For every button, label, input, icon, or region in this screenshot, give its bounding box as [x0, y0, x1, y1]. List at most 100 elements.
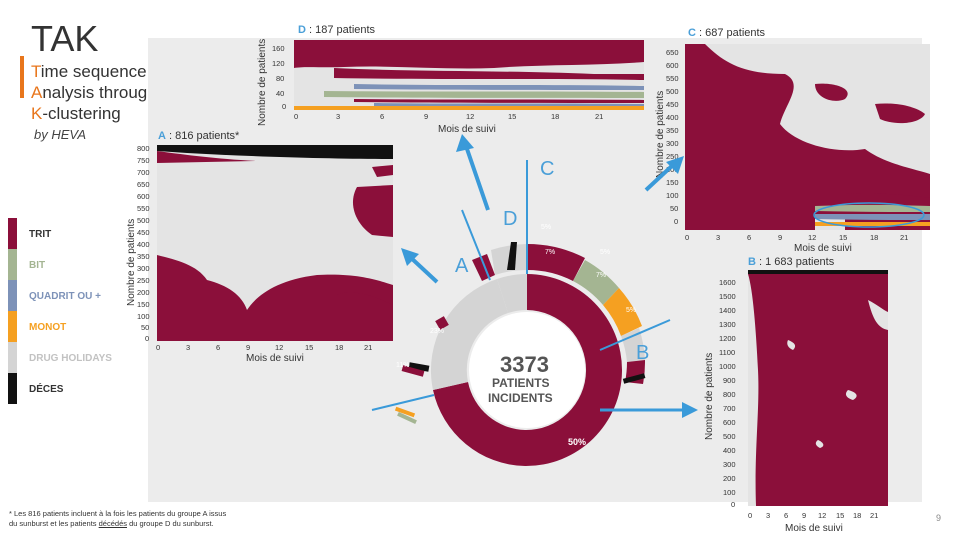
legend-label: DRUG HOLIDAYS — [29, 353, 112, 364]
panel-b-title: B : 1 683 patients — [748, 256, 835, 268]
c-xtick: 6 — [747, 233, 752, 242]
a-ytick: 650 — [137, 180, 150, 189]
c-ytick: 200 — [666, 165, 679, 174]
legend-swatch — [8, 218, 17, 249]
panel-d-heatmap — [294, 40, 644, 110]
b-xtick: 18 — [853, 511, 862, 520]
donut-letter-c: C — [540, 158, 555, 180]
c-ytick: 550 — [666, 74, 679, 83]
slice-holiday-23 — [430, 279, 508, 390]
footnote-line-1: * Les 816 patients incluent à la fois le… — [9, 509, 227, 518]
d-xtick: 9 — [424, 112, 429, 121]
panel-d-xlabel: Mois de suivi — [438, 124, 496, 135]
a-ytick: 50 — [141, 323, 150, 332]
d-ytick: 120 — [272, 59, 285, 68]
d-xtick: 18 — [551, 112, 560, 121]
b-ytick: 1400 — [719, 306, 736, 315]
outer-seg-bit — [573, 260, 619, 305]
a-ytick: 700 — [137, 168, 150, 177]
slice-trit-50 — [525, 274, 623, 467]
d-ytick: 80 — [276, 74, 285, 83]
c-ytick: 400 — [666, 113, 679, 122]
d-xtick: 12 — [466, 112, 475, 121]
donut-outer-pct-2: 7% — [545, 249, 556, 256]
d-ytick: 40 — [276, 89, 285, 98]
b-ytick: 0 — [731, 500, 736, 509]
donut-total: 3373 — [500, 352, 549, 377]
arrow-to-c — [644, 156, 684, 192]
a-ytick: 450 — [137, 228, 150, 237]
a-ytick: 350 — [137, 252, 150, 261]
donut-letter-a: A — [455, 255, 469, 277]
panel-d-plot — [294, 40, 644, 110]
b-ytick: 1600 — [719, 278, 736, 287]
legend-swatch — [8, 373, 17, 404]
arrow-to-b — [600, 402, 698, 418]
legend-swatch — [8, 249, 17, 280]
c-xtick: 21 — [900, 233, 909, 242]
d-xtick: 0 — [294, 112, 299, 121]
c-xtick: 0 — [685, 233, 690, 242]
b-ytick: 600 — [723, 418, 736, 427]
a-ytick: 0 — [145, 334, 150, 343]
b-xtick: 3 — [766, 511, 771, 520]
donut-pct-11: 11% — [396, 362, 410, 369]
footnote-line-2: du sunburst et les patients décédés du g… — [9, 519, 214, 528]
c-xtick: 3 — [716, 233, 721, 242]
d-xtick: 15 — [508, 112, 517, 121]
c-ytick: 600 — [666, 61, 679, 70]
c-xtick: 9 — [778, 233, 783, 242]
b-ytick: 1100 — [719, 348, 736, 357]
donut-label-1: PATIENTS — [492, 376, 550, 390]
a-ytick: 300 — [137, 264, 150, 273]
c-ytick: 150 — [666, 178, 679, 187]
b-ytick: 1200 — [719, 334, 736, 343]
a-ytick: 200 — [137, 288, 150, 297]
outer-seg-monot — [603, 288, 642, 336]
c-xtick: 12 — [808, 233, 817, 242]
a-xtick: 21 — [364, 343, 373, 352]
b-ytick: 700 — [723, 404, 736, 413]
b-xtick: 0 — [748, 511, 753, 520]
arrow-to-d — [456, 134, 490, 211]
panel-a-plot — [157, 145, 393, 341]
slice-small — [497, 274, 527, 313]
a-ytick: 600 — [137, 192, 150, 201]
b-ytick: 800 — [723, 390, 736, 399]
donut-letter-d: D — [503, 208, 518, 230]
legend-swatch — [8, 280, 17, 311]
b-xtick: 6 — [784, 511, 789, 520]
a-ytick: 550 — [137, 204, 150, 213]
c-ytick: 50 — [670, 204, 679, 213]
b-xtick: 9 — [802, 511, 807, 520]
a-ytick: 750 — [137, 156, 150, 165]
footnote: * Les 816 patients incluent à la fois le… — [9, 509, 279, 529]
a-xtick: 3 — [186, 343, 191, 352]
b-ytick: 300 — [723, 460, 736, 469]
subtitle-line-3: K-clustering — [31, 104, 121, 123]
b-ytick: 1300 — [719, 320, 736, 329]
b-ytick: 200 — [723, 474, 736, 483]
b-ytick: 100 — [723, 488, 736, 497]
outer-seg-trit — [527, 243, 585, 281]
panel-a-title: A : 816 patients* — [158, 130, 240, 142]
legend-label: DÉCES — [29, 384, 64, 395]
a-ytick: 400 — [137, 240, 150, 249]
d-xtick: 6 — [380, 112, 385, 121]
sunburst-chart — [371, 160, 671, 467]
legend-swatch — [8, 311, 17, 342]
d-xtick: 3 — [336, 112, 341, 121]
a-xtick: 9 — [246, 343, 251, 352]
a-xtick: 12 — [275, 343, 284, 352]
c-ytick: 0 — [674, 217, 679, 226]
a-ytick: 150 — [137, 300, 150, 309]
legend-label: TRIT — [29, 229, 52, 240]
a-ytick: 500 — [137, 216, 150, 225]
accent-bar — [20, 56, 24, 98]
c-ytick: 500 — [666, 87, 679, 96]
panel-d-title: D : 187 patients — [298, 24, 376, 36]
a-xtick: 18 — [335, 343, 344, 352]
slide-subtitle: Time sequence Analysis through K-cluster… — [31, 61, 157, 124]
a-xtick: 0 — [156, 343, 161, 352]
panel-b-xlabel: Mois de suivi — [785, 523, 843, 534]
